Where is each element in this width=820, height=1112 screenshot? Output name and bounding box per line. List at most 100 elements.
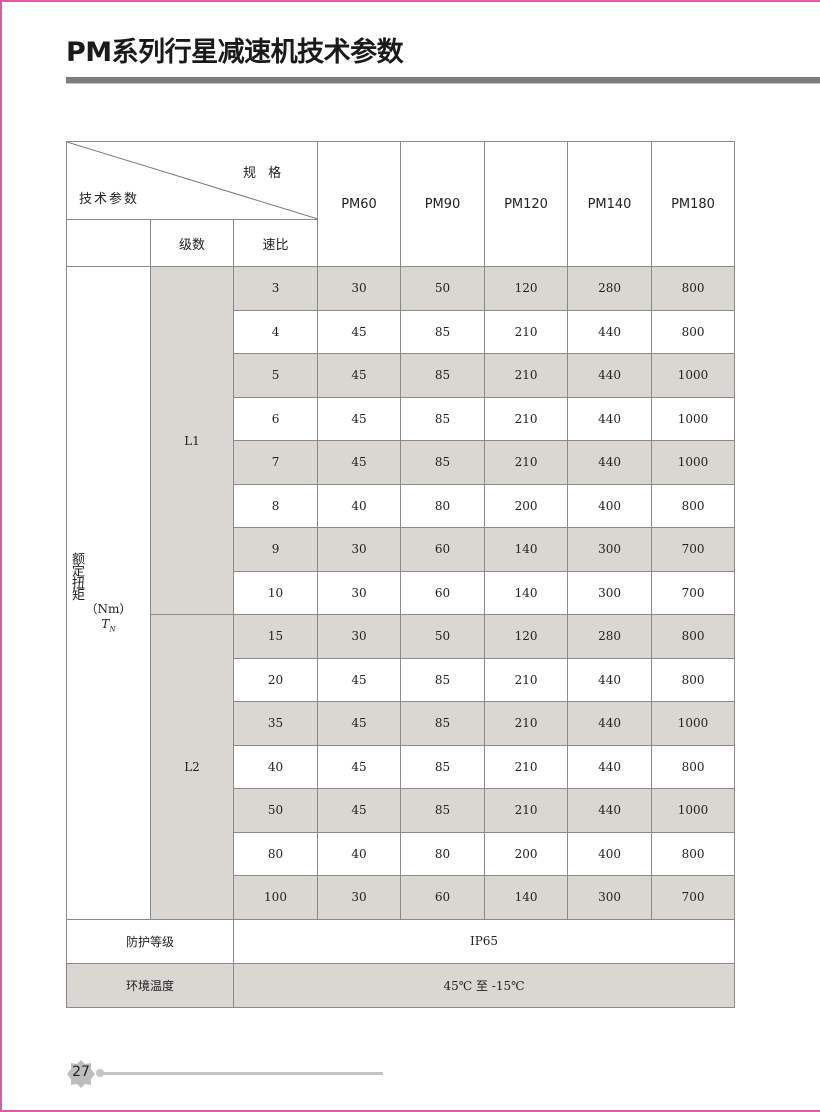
torque-value-cell: 440 [567,701,653,746]
temperature-label: 环境温度 [66,962,234,1008]
torque-unit: （Nm） [85,602,132,617]
torque-symbol: TN [101,617,116,634]
torque-value-cell: 140 [484,527,569,572]
table-row: 10 30 60 140 300 700 [67,570,736,615]
model-header: PM90 [400,141,486,267]
torque-value-cell: 800 [651,614,736,659]
table-row: 额定扭矩 （Nm） TN L1 3 30 50 120 280 800 [66,266,736,920]
torque-value-cell: 80 [400,483,486,528]
torque-value-cell: 440 [567,396,653,441]
ratio-cell: 100 [232,875,319,920]
table-row: 100 30 60 140 300 700 [67,875,736,920]
torque-value-cell: 800 [651,744,736,789]
table-row: 7 45 85 210 440 1000 [67,440,736,485]
torque-label-cell: 额定扭矩 （Nm） TN [66,266,151,920]
diagonal-line [67,142,318,219]
torque-value-cell: 85 [400,396,486,441]
table-row: 20 45 85 210 440 800 [67,657,736,702]
page-number: 27 [72,1064,90,1080]
torque-value-cell: 300 [567,875,653,920]
torque-value-cell: 45 [317,440,402,485]
param-label: 技术参数 [79,192,140,207]
torque-value-cell: 85 [400,309,486,354]
model-header: PM120 [484,141,569,267]
torque-value-cell: 210 [484,309,569,354]
torque-value-cell: 700 [651,527,736,572]
temperature-row: 环境温度 45℃ 至 -15℃ [66,962,736,1008]
torque-value-cell: 80 [400,831,486,876]
torque-value-cell: 85 [400,440,486,485]
torque-value-cell: 440 [567,788,653,833]
ratio-cell: 40 [232,744,319,789]
table-row: 80 40 80 200 400 800 [67,831,736,876]
page-title: PM系列行星减速机技术参数 [66,37,404,68]
torque-value-cell: 45 [317,744,402,789]
torque-value-cell: 210 [484,744,569,789]
table-row: 8 40 80 200 400 800 [67,483,736,528]
ratio-cell: 8 [232,483,319,528]
ratio-cell: 6 [232,396,319,441]
ratio-cell: 7 [232,440,319,485]
torque-value-cell: 45 [317,657,402,702]
torque-value-cell: 60 [400,570,486,615]
table-row: 9 30 60 140 300 700 [67,527,736,572]
torque-value-cell: 85 [400,788,486,833]
model-header: PM180 [651,141,736,267]
table-row: 40 45 85 210 440 800 [67,744,736,789]
torque-value-cell: 85 [400,353,486,398]
torque-value-cell: 60 [400,875,486,920]
temperature-value: 45℃ 至 -15℃ [232,962,736,1008]
protection-label: 防护等级 [66,918,234,964]
stage-cell: L1 [150,266,234,615]
stage-cell: L2 [150,614,234,920]
model-header: PM60 [317,141,402,267]
torque-value-cell: 210 [484,396,569,441]
torque-value-cell: 60 [400,527,486,572]
torque-value-cell: 140 [484,875,569,920]
torque-value-cell: 40 [317,483,402,528]
ratio-cell: 15 [232,614,319,659]
stage-header: 级数 [150,219,234,267]
torque-value-cell: 700 [651,570,736,615]
torque-value-cell: 1000 [651,396,736,441]
torque-value-cell: 440 [567,309,653,354]
torque-value-cell: 1000 [651,440,736,485]
torque-value-cell: 140 [484,570,569,615]
protection-row: 防护等级 IP65 [66,918,736,964]
torque-label: 额定扭矩 [69,552,84,601]
torque-value-cell: 120 [484,266,569,311]
torque-value-cell: 400 [567,483,653,528]
ratio-cell: 20 [232,657,319,702]
gear-icon [67,1060,95,1088]
torque-value-cell: 1000 [651,788,736,833]
torque-value-cell: 85 [400,657,486,702]
torque-value-cell: 440 [567,353,653,398]
torque-value-cell: 800 [651,309,736,354]
ratio-cell: 35 [232,701,319,746]
torque-value-cell: 30 [317,875,402,920]
torque-value-cell: 440 [567,744,653,789]
torque-value-cell: 45 [317,353,402,398]
ratio-cell: 5 [232,353,319,398]
torque-value-cell: 30 [317,570,402,615]
torque-value-cell: 300 [567,527,653,572]
torque-value-cell: 1000 [651,701,736,746]
torque-value-cell: 45 [317,701,402,746]
ratio-cell: 80 [232,831,319,876]
torque-value-cell: 120 [484,614,569,659]
torque-value-cell: 45 [317,788,402,833]
torque-value-cell: 440 [567,440,653,485]
torque-value-cell: 30 [317,266,402,311]
torque-value-cell: 440 [567,657,653,702]
table-row: 5 45 85 210 440 1000 [67,353,736,398]
empty-header-cell [66,219,151,267]
torque-value-cell: 210 [484,440,569,485]
torque-value-cell: 700 [651,875,736,920]
torque-value-cell: 400 [567,831,653,876]
torque-value-cell: 210 [484,353,569,398]
ratio-cell: 3 [232,266,319,311]
torque-value-cell: 800 [651,483,736,528]
torque-value-cell: 50 [400,266,486,311]
torque-value-cell: 85 [400,701,486,746]
torque-value-cell: 200 [484,831,569,876]
